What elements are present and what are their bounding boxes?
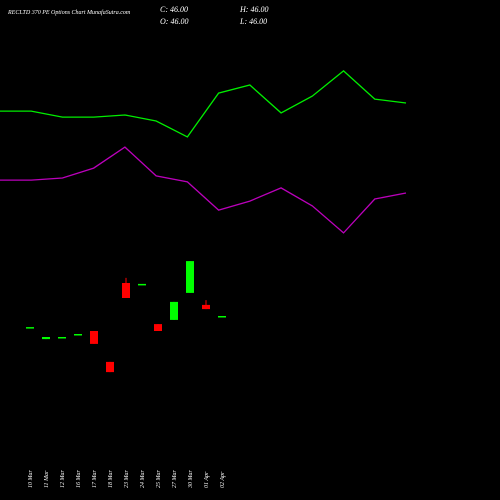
candle-body [90,331,98,344]
ohlc-low: L: 46.00 [239,17,267,26]
candle-body [186,261,194,293]
candle-body [138,283,146,286]
x-tick-label: 12 Mar [60,470,66,488]
indicator-line [0,146,407,234]
indicator-line [0,70,407,138]
ohlc-high: H: 46.00 [239,5,268,14]
chart-title: RECLTD 370 PE Options Chart MunafaSutra.… [7,9,131,16]
x-tick-label: 30 Mar [188,470,194,489]
x-tick-label: 23 Mar [124,470,130,488]
candle-body [218,316,226,318]
x-tick-label: 25 Mar [156,470,162,488]
x-tick-label: 27 Mar [172,470,178,488]
candle-body [106,361,114,373]
x-tick-label: 01 Apr [204,471,210,488]
ohlc-close: C: 46.00 [160,5,188,14]
candle-body [74,334,82,336]
x-tick-label: 17 Mar [92,470,98,488]
ohlc-open: O: 46.00 [160,17,188,26]
x-tick-label: 18 Mar [108,470,114,488]
candle-body [42,337,50,340]
candle-body [26,327,34,329]
x-tick-label: 16 Mar [76,470,82,488]
candle-body [58,337,66,339]
x-tick-label: 11 Mar [44,470,50,488]
x-tick-label: 24 Mar [139,470,146,488]
candle-body [154,324,162,331]
candle-body [202,304,210,310]
candle-body [122,283,130,298]
x-tick-label: 10 Mar [28,470,34,488]
x-tick-label: 02 Apr [220,471,226,488]
candle-body [170,301,178,320]
